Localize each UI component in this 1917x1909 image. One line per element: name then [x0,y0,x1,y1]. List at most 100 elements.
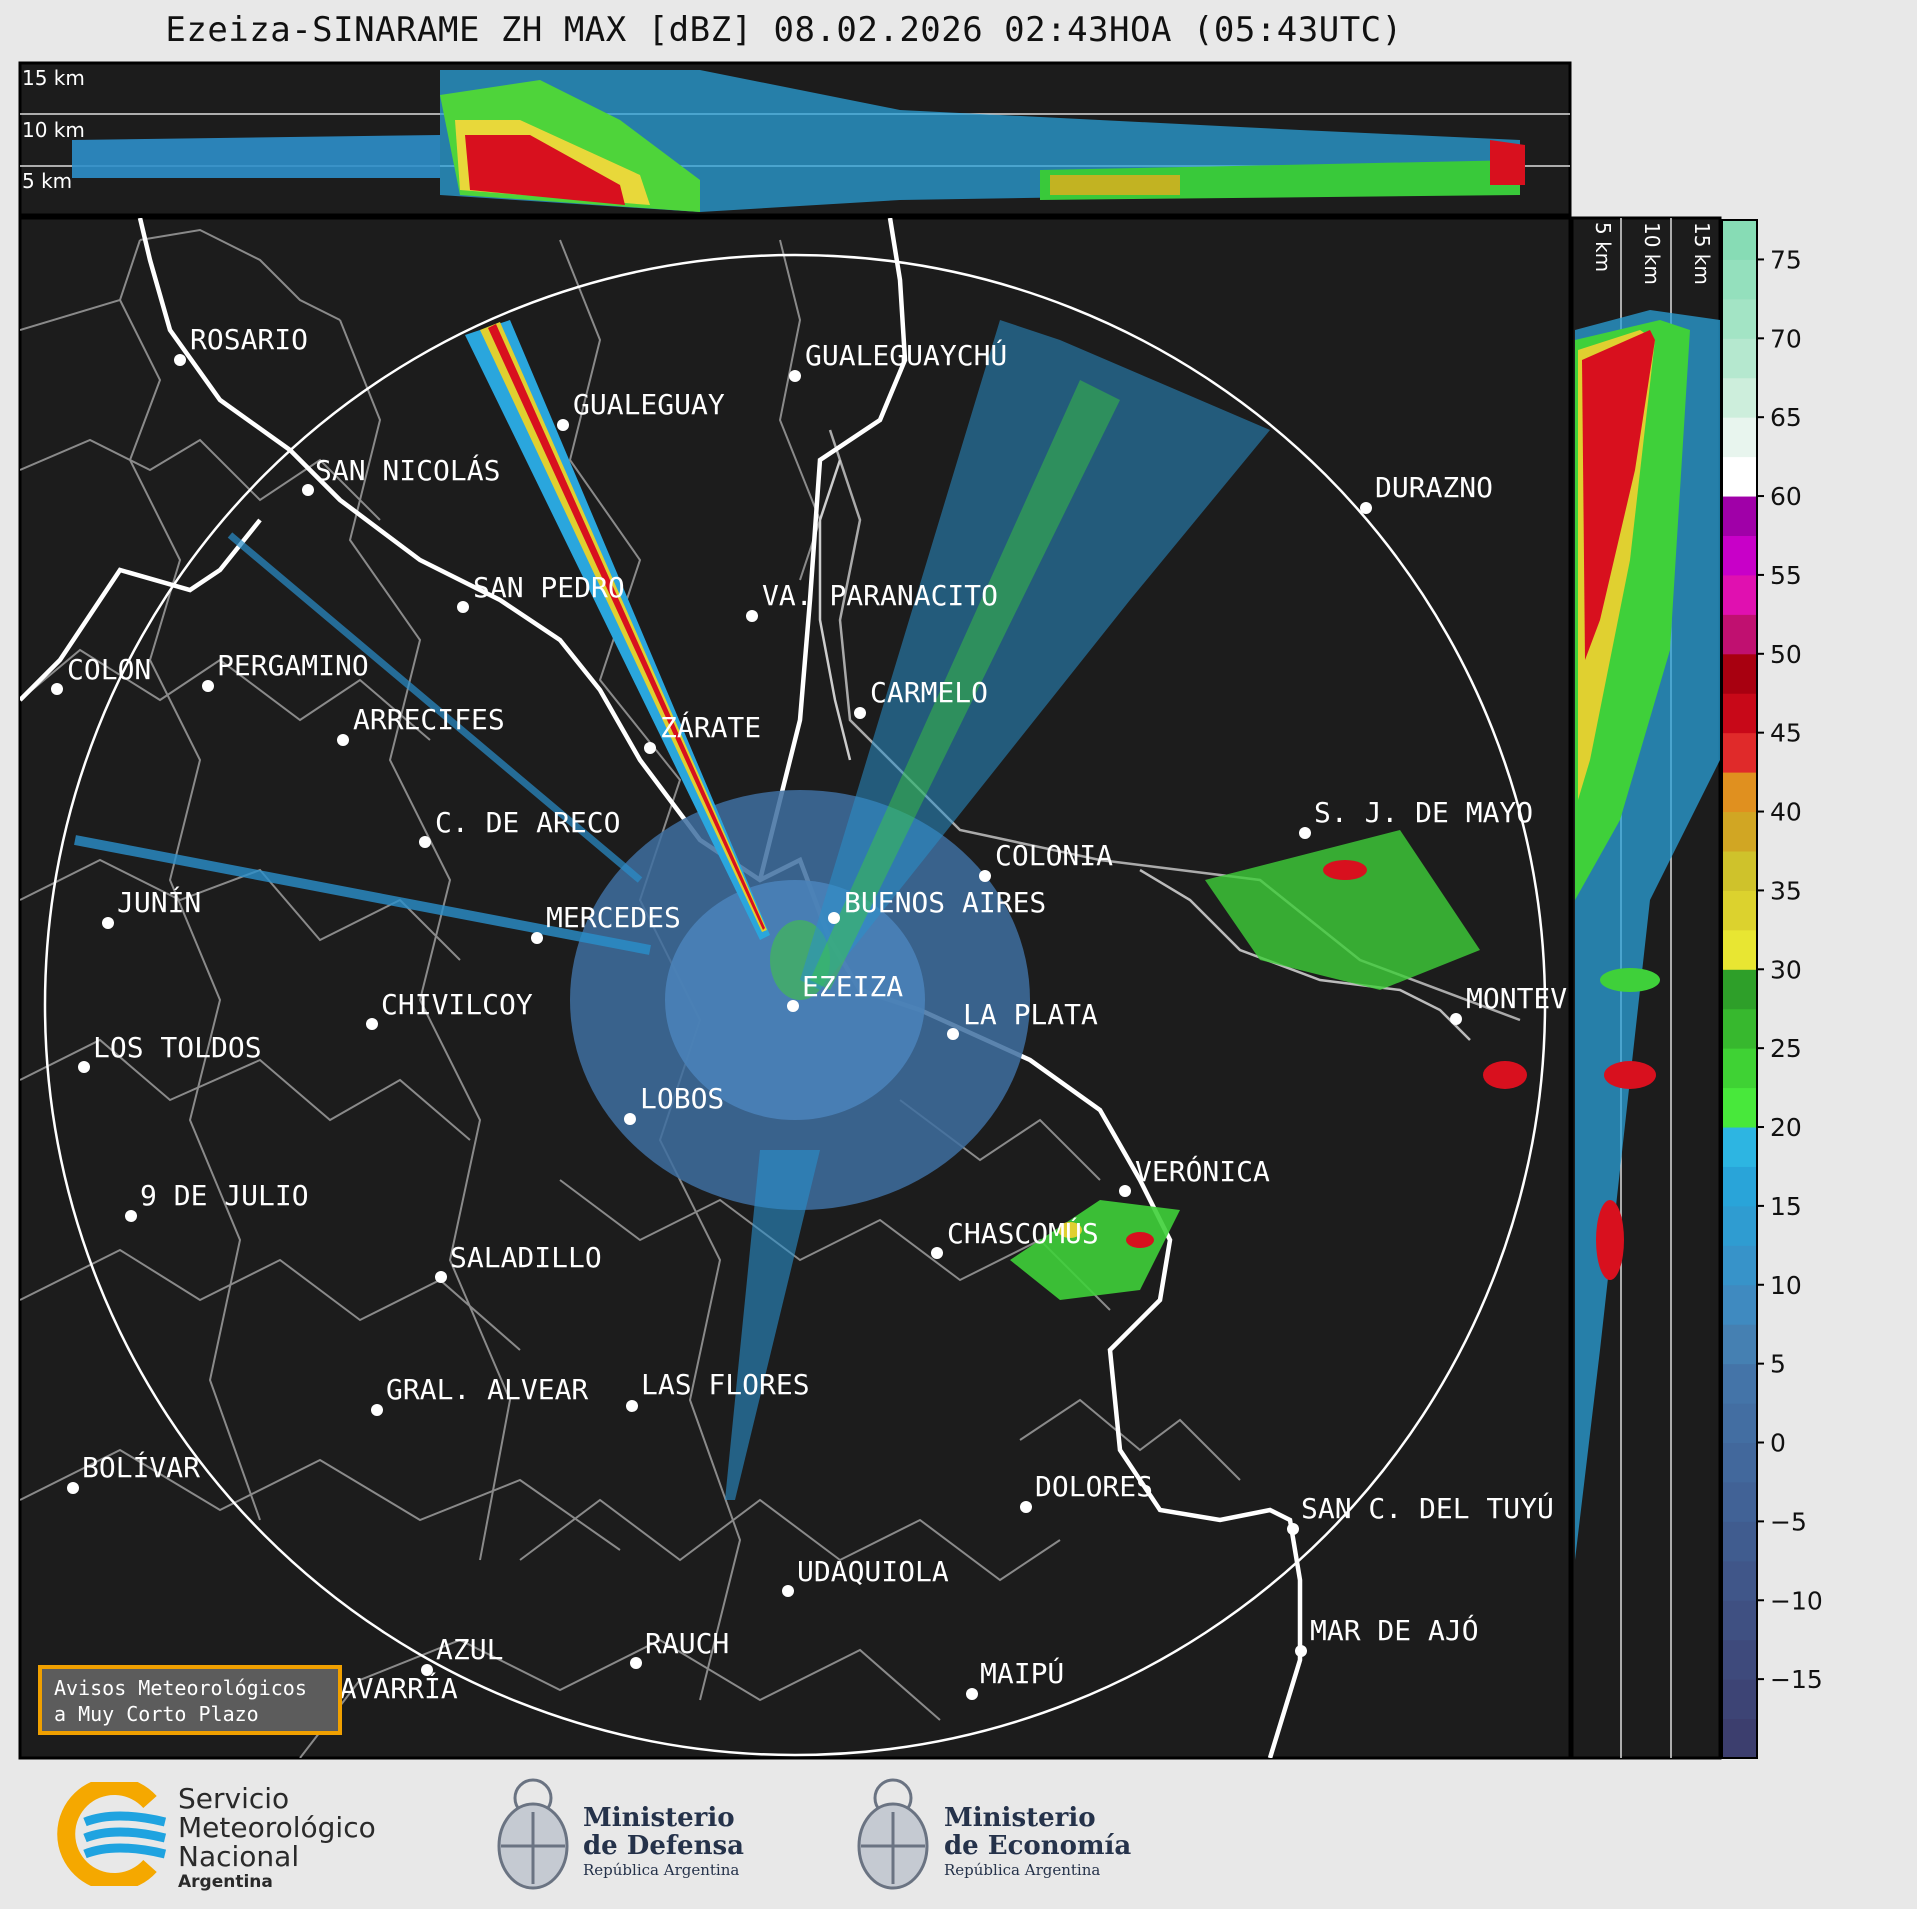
smn-line2: Meteorológico [178,1811,376,1844]
economia-text: Ministerio de Economía República Argenti… [944,1804,1131,1880]
colorbar-tick-label: −10 [1770,1586,1823,1615]
smn-line4: Argentina [178,1872,273,1892]
colorbar-step [1722,732,1757,773]
right-cross-section: 5 km 10 km 15 km [1570,216,1722,1760]
colorbar-tick-label: 30 [1770,955,1802,984]
city-dolores: DOLORES [1035,1470,1153,1503]
city-colon: COLON [67,653,151,686]
city-rosario: ROSARIO [190,323,308,356]
colorbar-steps [1722,220,1757,1759]
footer-logos: Servicio Meteorológico Nacional Argentin… [0,1760,1917,1909]
city-san-nicolas: SAN NICOLÁS [315,453,500,487]
city-los-toldos: LOS TOLDOS [93,1031,262,1064]
colorbar-step [1722,574,1757,615]
colorbar-step [1722,338,1757,379]
colorbar-step [1722,614,1757,655]
city-pergamino: PERGAMINO [217,649,369,682]
colorbar-step [1722,1245,1757,1286]
city-montevideo: MONTEV [1466,982,1567,1015]
city-arrecifes: ARRECIFES [353,703,505,736]
colorbar-tick-label: 15 [1770,1192,1802,1221]
colorbar-tick-label: 65 [1770,403,1802,432]
city-veronica: VERÓNICA [1135,1154,1270,1188]
colorbar-step [1722,1008,1757,1049]
admin-borders [20,228,1241,1758]
colorbar-tick-label: 45 [1770,719,1802,748]
colorbar-step [1722,1166,1757,1207]
colorbar-step [1722,1442,1757,1483]
city-zarate: ZÁRATE [660,710,761,744]
defensa-line2: de Defensa [583,1831,744,1861]
radar-echo [74,320,1527,1500]
city-maipu: MAIPÚ [980,1656,1064,1690]
colorbar-step [1722,220,1757,260]
city-buenos-aires: BUENOS AIRES [844,886,1046,919]
city-san-c-del-tuyu: SAN C. DEL TUYÚ [1301,1491,1554,1525]
height-label-15km: 15 km [22,66,85,90]
colorbar-tick-label: 75 [1770,245,1802,274]
defensa-line3: República Argentina [583,1861,740,1879]
colorbar-step [1722,535,1757,576]
city-gualeguaychu: GUALEGUAYCHÚ [805,338,1007,372]
city-junin: JUNÍN [117,885,201,919]
city-la-plata: LA PLATA [963,998,1098,1031]
colorbar-step [1722,456,1757,497]
colorbar-tick-label: 50 [1770,640,1802,669]
colorbar-step [1722,1560,1757,1601]
warning-line1: Avisos Meteorológicos [54,1676,307,1700]
colorbar-step [1722,1403,1757,1444]
colorbar-tick-label: 25 [1770,1034,1802,1063]
colorbar-step [1722,1324,1757,1365]
city-san-pedro: SAN PEDRO [473,571,625,604]
colorbar-tick-label: 10 [1770,1271,1802,1300]
colorbar-step [1722,653,1757,694]
argentina-seal-icon [857,1778,929,1890]
city-c-de-areco: C. DE ARECO [435,806,620,839]
vheight-label-15km: 15 km [1690,222,1714,285]
colorbar-step [1722,969,1757,1010]
city-durazno: DURAZNO [1375,471,1493,504]
colorbar-step [1722,929,1757,970]
colorbar-tick-label: −15 [1770,1665,1823,1694]
city-rauch: RAUCH [645,1627,729,1660]
warning-line2: a Muy Corto Plazo [54,1702,259,1726]
colorbar-step [1722,1127,1757,1167]
map-panel: ROSARIO GUALEGUAYCHÚ GUALEGUAY SAN NICOL… [18,216,1572,1760]
city-saladillo: SALADILLO [450,1241,602,1274]
colorbar-step [1722,496,1757,536]
argentina-seal-icon [497,1778,569,1890]
colorbar-tick-label: 0 [1770,1429,1786,1458]
colorbar-step [1722,377,1757,418]
colorbar-step [1722,1363,1757,1404]
city-gral-alvear: GRAL. ALVEAR [386,1373,588,1406]
city-colonia: COLONIA [995,839,1113,872]
colorbar-step [1722,417,1757,458]
city-9-de-julio: 9 DE JULIO [140,1179,309,1212]
colorbar-step [1722,1679,1757,1720]
city-udaquiola: UDAQUIOLA [797,1555,949,1588]
colorbar-step [1722,1600,1757,1641]
city-las-flores: LAS FLORES [641,1368,810,1401]
colorbar-step [1722,1639,1757,1680]
colorbar-tick-label: 40 [1770,798,1802,827]
smn-logo-icon [57,1782,167,1886]
city-markers: ROSARIO GUALEGUAYCHÚ GUALEGUAY SAN NICOL… [51,323,1567,1715]
range-ring [43,253,1547,1757]
warning-box[interactable]: Avisos Meteorológicos a Muy Corto Plazo [38,1665,342,1735]
defensa-text: Ministerio de Defensa República Argentin… [583,1804,744,1880]
smn-line1: Servicio [178,1782,290,1815]
economia-line2: de Economía [944,1831,1132,1861]
city-s-j-de-mayo: S. J. DE MAYO [1314,796,1533,829]
colorbar-step [1722,1087,1757,1128]
colorbar-step [1722,1718,1757,1759]
city-chascomus: CHASCOMÚS [947,1216,1099,1250]
city-gualeguay: GUALEGUAY [573,388,725,421]
colorbar-tick-label: 20 [1770,1113,1802,1142]
height-label-5km: 5 km [22,169,72,193]
colorbar-tick-label: 35 [1770,876,1802,905]
economia-line3: República Argentina [944,1861,1101,1879]
colorbar-step [1722,1205,1757,1246]
smn-line3: Nacional [178,1840,300,1873]
city-mercedes: MERCEDES [546,901,681,934]
city-bolivar: BOLÍVAR [82,1450,200,1484]
